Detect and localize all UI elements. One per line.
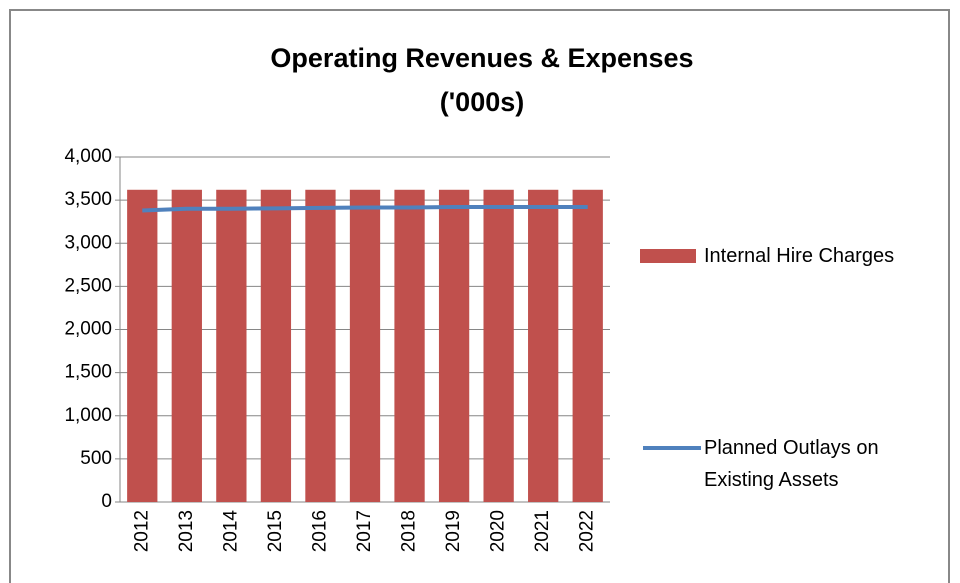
- line: [142, 205, 588, 213]
- bar: [572, 189, 603, 502]
- bar: [127, 189, 158, 502]
- x-tick-label: 2012: [131, 510, 152, 552]
- bar: [216, 189, 247, 502]
- y-tick-label: 4,000: [64, 146, 112, 167]
- legend-label: Planned Outlays on Existing Assets: [704, 437, 879, 491]
- x-tick-label: 2016: [309, 510, 330, 552]
- legend-entry: Internal Hire Charges: [704, 245, 895, 267]
- x-tick-label: 2022: [577, 510, 598, 552]
- bar: [528, 189, 559, 502]
- chart-title: ('000s): [440, 87, 524, 117]
- y-tick-label: 0: [101, 491, 112, 512]
- y-tick-label: 1,000: [64, 405, 112, 426]
- x-tick-label: 2019: [443, 510, 464, 552]
- y-tick-label: 500: [80, 448, 112, 469]
- bar: [171, 189, 202, 502]
- y-tick-label: 2,500: [64, 275, 112, 296]
- x-tick-label: 2018: [399, 510, 420, 552]
- x-tick-label: 2021: [532, 510, 553, 552]
- x-tick-label: 2015: [265, 510, 286, 552]
- y-tick-label: 3,000: [64, 232, 112, 253]
- x-tick-label: 2013: [176, 510, 197, 552]
- legend-entry: Planned Outlays on Existing Assets: [704, 437, 879, 491]
- bar: [349, 189, 381, 502]
- legend-swatch: [640, 249, 696, 263]
- bar: [305, 189, 336, 502]
- bar: [260, 189, 292, 502]
- y-tick-label: 1,500: [64, 362, 112, 383]
- x-tick-label: 2014: [220, 510, 241, 553]
- x-tick-label: 2017: [354, 510, 375, 552]
- legend-label: Internal Hire Charges: [704, 245, 895, 267]
- x-tick-label: 2020: [488, 510, 509, 552]
- y-tick-label: 3,500: [64, 189, 112, 210]
- bar: [394, 189, 425, 502]
- bar: [483, 189, 514, 502]
- y-tick-label: 2,000: [64, 319, 112, 340]
- bar: [438, 189, 470, 502]
- chart-title: Operating Revenues & Expenses: [270, 43, 693, 73]
- chart-border: [9, 9, 950, 583]
